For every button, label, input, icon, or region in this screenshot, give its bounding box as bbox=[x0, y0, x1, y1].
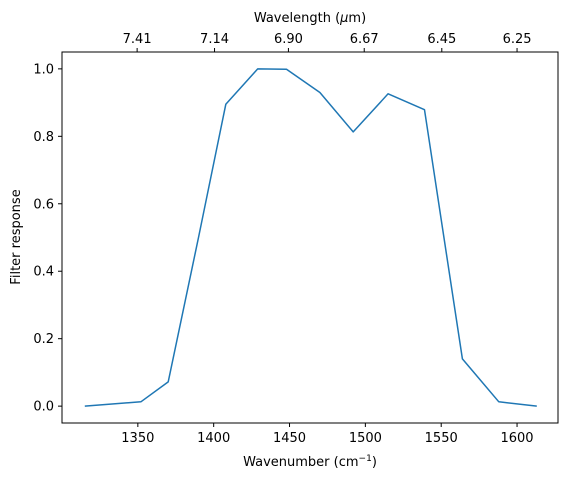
x-tick-label: 1550 bbox=[425, 431, 458, 446]
top-tick-label: 6.25 bbox=[503, 32, 532, 47]
top-tick-label: 6.90 bbox=[274, 32, 303, 47]
x-tick-label: 1450 bbox=[273, 431, 306, 446]
top-tick-label: 7.14 bbox=[200, 32, 229, 47]
y-ticks: 0.0 0.2 0.4 0.6 0.8 1.0 bbox=[33, 62, 62, 415]
y-tick-label: 0.2 bbox=[33, 332, 54, 347]
y-tick-label: 0.0 bbox=[33, 400, 54, 415]
x-axis-label: Wavenumber (cm−1) bbox=[243, 454, 377, 470]
x-tick-label: 1600 bbox=[500, 431, 533, 446]
x-axis-label-sup: −1 bbox=[359, 454, 372, 464]
plot-frame bbox=[61, 51, 559, 424]
y-tick-label: 0.4 bbox=[33, 265, 54, 280]
top-x-axis-label: Wavelength (μm) bbox=[254, 11, 366, 26]
y-axis-label: Filter response bbox=[9, 189, 24, 284]
top-tick-label: 6.67 bbox=[350, 32, 379, 47]
x-tick-label: 1400 bbox=[197, 431, 230, 446]
bottom-x-ticks: 1350 1400 1450 1500 1550 1600 bbox=[121, 423, 534, 446]
y-tick-label: 1.0 bbox=[33, 62, 54, 77]
top-x-ticks: 7.41 7.14 6.90 6.67 6.45 6.25 bbox=[123, 32, 532, 52]
x-tick-label: 1500 bbox=[349, 431, 382, 446]
top-tick-label: 6.45 bbox=[427, 32, 456, 47]
y-tick-label: 0.6 bbox=[33, 197, 54, 212]
y-tick-label: 0.8 bbox=[33, 130, 54, 145]
x-tick-label: 1350 bbox=[121, 431, 154, 446]
top-tick-label: 7.41 bbox=[123, 32, 152, 47]
series-line bbox=[84, 68, 537, 407]
